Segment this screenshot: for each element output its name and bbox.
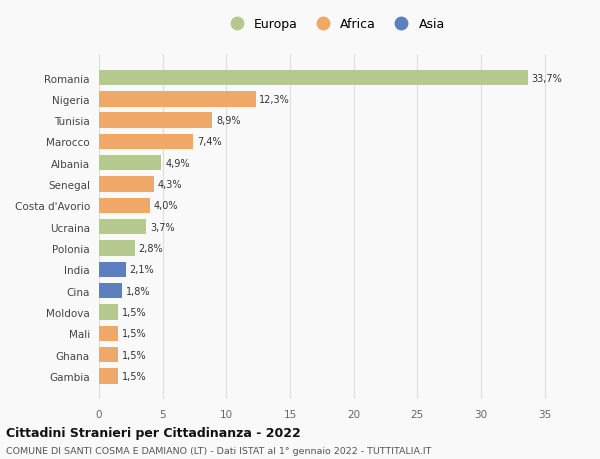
Bar (99, 92, 256, 107)
Bar (99, 134, 193, 150)
Text: 4,0%: 4,0% (154, 201, 178, 211)
Bar (99, 113, 212, 129)
Bar (99, 326, 118, 341)
Text: COMUNE DI SANTI COSMA E DAMIANO (LT) - Dati ISTAT al 1° gennaio 2022 - TUTTITALI: COMUNE DI SANTI COSMA E DAMIANO (LT) - D… (6, 446, 431, 455)
Text: Cittadini Stranieri per Cittadinanza - 2022: Cittadini Stranieri per Cittadinanza - 2… (6, 426, 301, 439)
Bar (99, 283, 122, 299)
Text: 4,3%: 4,3% (158, 179, 182, 190)
Bar (99, 241, 134, 256)
Bar (99, 305, 118, 320)
Bar (99, 262, 126, 277)
Text: 1,5%: 1,5% (122, 329, 146, 338)
Bar (99, 156, 161, 171)
Text: 2,8%: 2,8% (139, 243, 163, 253)
Bar (99, 219, 146, 235)
Text: 4,9%: 4,9% (165, 158, 190, 168)
Text: 7,4%: 7,4% (197, 137, 221, 147)
Text: 1,5%: 1,5% (122, 307, 146, 317)
Text: 1,8%: 1,8% (126, 286, 150, 296)
Bar (99, 177, 154, 192)
Text: 1,5%: 1,5% (122, 371, 146, 381)
Bar (99, 198, 150, 213)
Text: 2,1%: 2,1% (130, 265, 154, 275)
Text: 33,7%: 33,7% (532, 73, 563, 84)
Bar (99, 347, 118, 363)
Legend: Europa, Africa, Asia: Europa, Africa, Asia (219, 13, 450, 36)
Bar (99, 369, 118, 384)
Text: 3,7%: 3,7% (150, 222, 175, 232)
Bar (99, 71, 528, 86)
Text: 8,9%: 8,9% (216, 116, 241, 126)
Text: 1,5%: 1,5% (122, 350, 146, 360)
Text: 12,3%: 12,3% (259, 95, 290, 105)
